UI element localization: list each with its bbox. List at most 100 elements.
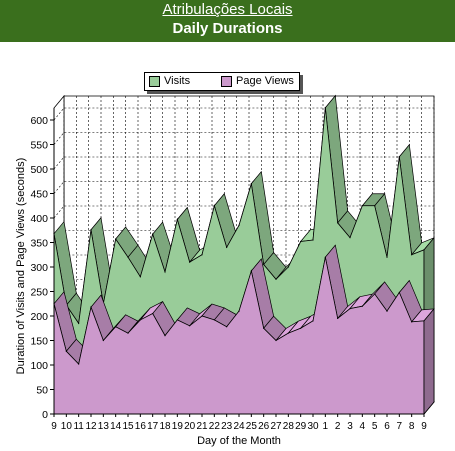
- y-tick-label: 50: [36, 385, 48, 397]
- page-title: Daily Durations: [172, 20, 283, 37]
- point-visits: [213, 205, 215, 207]
- point-page-views: [226, 326, 228, 328]
- point-visits: [300, 240, 302, 243]
- point-page-views: [374, 293, 376, 295]
- x-tick-label: 29: [295, 421, 307, 432]
- point-page-views: [90, 306, 92, 308]
- y-tick-label: 300: [30, 262, 48, 274]
- point-visits: [411, 254, 413, 256]
- x-tick-label: 30: [307, 421, 319, 432]
- legend-label-page-views: Page Views: [236, 75, 294, 87]
- x-tick-label: 21: [196, 421, 208, 432]
- point-page-views: [115, 326, 117, 328]
- point-visits: [201, 254, 203, 256]
- legend-swatch-page-views: [221, 76, 232, 87]
- header-bar: Atribulações Locais Daily Durations: [0, 0, 455, 42]
- point-visits: [164, 271, 166, 273]
- point-page-views: [275, 339, 277, 342]
- point-visits: [115, 238, 117, 240]
- x-tick-label: 19: [172, 421, 184, 432]
- x-axis: 9 10 11 12 13 14 15 16 17 18 19 20 21 22 23 24 25 26 27 28 2…: [51, 413, 427, 432]
- point-visits: [374, 205, 376, 207]
- gridline-h: [53, 156, 434, 170]
- x-tick-label: 8: [409, 421, 415, 432]
- point-page-views: [65, 350, 67, 352]
- point-page-views: [386, 310, 388, 312]
- x-tick-label: 12: [85, 421, 97, 432]
- point-page-views: [337, 317, 339, 320]
- area-page-views: [53, 257, 425, 415]
- x-tick-label: 26: [258, 421, 270, 432]
- x-tick-label: 15: [122, 421, 134, 432]
- point-visits: [189, 261, 191, 263]
- y-tick-label: 450: [30, 189, 48, 201]
- y-tick-label: 250: [30, 287, 48, 299]
- point-page-views: [164, 335, 166, 337]
- point-page-views: [201, 315, 203, 317]
- x-tick-label: 6: [384, 421, 390, 432]
- point-visits: [324, 107, 326, 109]
- point-visits: [337, 222, 339, 224]
- point-page-views: [300, 327, 302, 329]
- y-tick-label: 550: [30, 140, 48, 152]
- x-axis-label: Day of the Month: [197, 435, 281, 447]
- y-tick-label: 500: [30, 164, 48, 176]
- point-page-views: [287, 332, 289, 334]
- y-tick-label: 150: [30, 336, 48, 348]
- point-visits: [361, 205, 363, 207]
- point-visits: [386, 256, 388, 258]
- y-tick-label: 600: [30, 115, 48, 127]
- x-tick-label: 14: [110, 421, 122, 432]
- point-visits: [263, 263, 265, 266]
- x-tick-label: 18: [159, 421, 171, 432]
- x-tick-label: 16: [135, 421, 147, 432]
- x-tick-label: 2: [335, 421, 341, 432]
- point-page-views: [213, 319, 215, 321]
- x-tick-label: 10: [61, 421, 73, 432]
- point-visits: [127, 256, 129, 258]
- y-tick-label: 100: [30, 360, 48, 372]
- point-page-views: [176, 319, 178, 321]
- point-visits: [90, 229, 92, 231]
- point-page-views: [139, 319, 141, 321]
- x-tick-label: 1: [323, 421, 329, 432]
- point-visits: [250, 183, 252, 185]
- point-page-views: [127, 332, 129, 334]
- x-tick-label: 24: [233, 421, 245, 432]
- point-visits: [238, 224, 240, 226]
- point-visits: [287, 266, 289, 268]
- point-visits: [312, 239, 314, 241]
- x-tick-label: 9: [421, 421, 427, 432]
- x-tick-label: 4: [360, 421, 366, 432]
- x-tick-label: 5: [372, 421, 378, 432]
- gridline-h: [53, 107, 434, 121]
- area-end-page-views: [423, 307, 435, 416]
- legend-swatch-visits: [149, 76, 160, 87]
- x-tick-label: 11: [73, 421, 84, 432]
- point-visits: [275, 278, 277, 280]
- x-tick-label: 17: [147, 421, 159, 432]
- y-tick-label: 0: [42, 409, 48, 421]
- point-visits: [152, 233, 154, 235]
- x-tick-label: 9: [51, 421, 57, 432]
- point-visits: [349, 237, 351, 239]
- chart-legend: Visits Page Views: [144, 72, 300, 91]
- x-tick-label: 27: [270, 421, 282, 432]
- x-tick-label: 13: [98, 421, 110, 432]
- point-visits: [139, 276, 141, 278]
- point-page-views: [102, 339, 104, 342]
- gridline-h: [53, 205, 434, 219]
- point-visits: [78, 322, 80, 324]
- point-page-views: [152, 312, 154, 315]
- y-axis: 0 50 100 150 200 250 300 350 400 450 500 550 600: [30, 108, 55, 421]
- point-visits: [176, 218, 178, 221]
- point-page-views: [324, 256, 326, 258]
- x-tick-label: 25: [246, 421, 258, 432]
- point-page-views: [312, 320, 314, 322]
- gridline-h: [53, 181, 434, 194]
- chart-areas: [53, 94, 435, 416]
- site-title-link[interactable]: Atribulações Locais: [162, 1, 293, 18]
- y-axis-label: Duration of Visits and Page Views (secon…: [15, 158, 27, 375]
- point-page-views: [349, 308, 351, 310]
